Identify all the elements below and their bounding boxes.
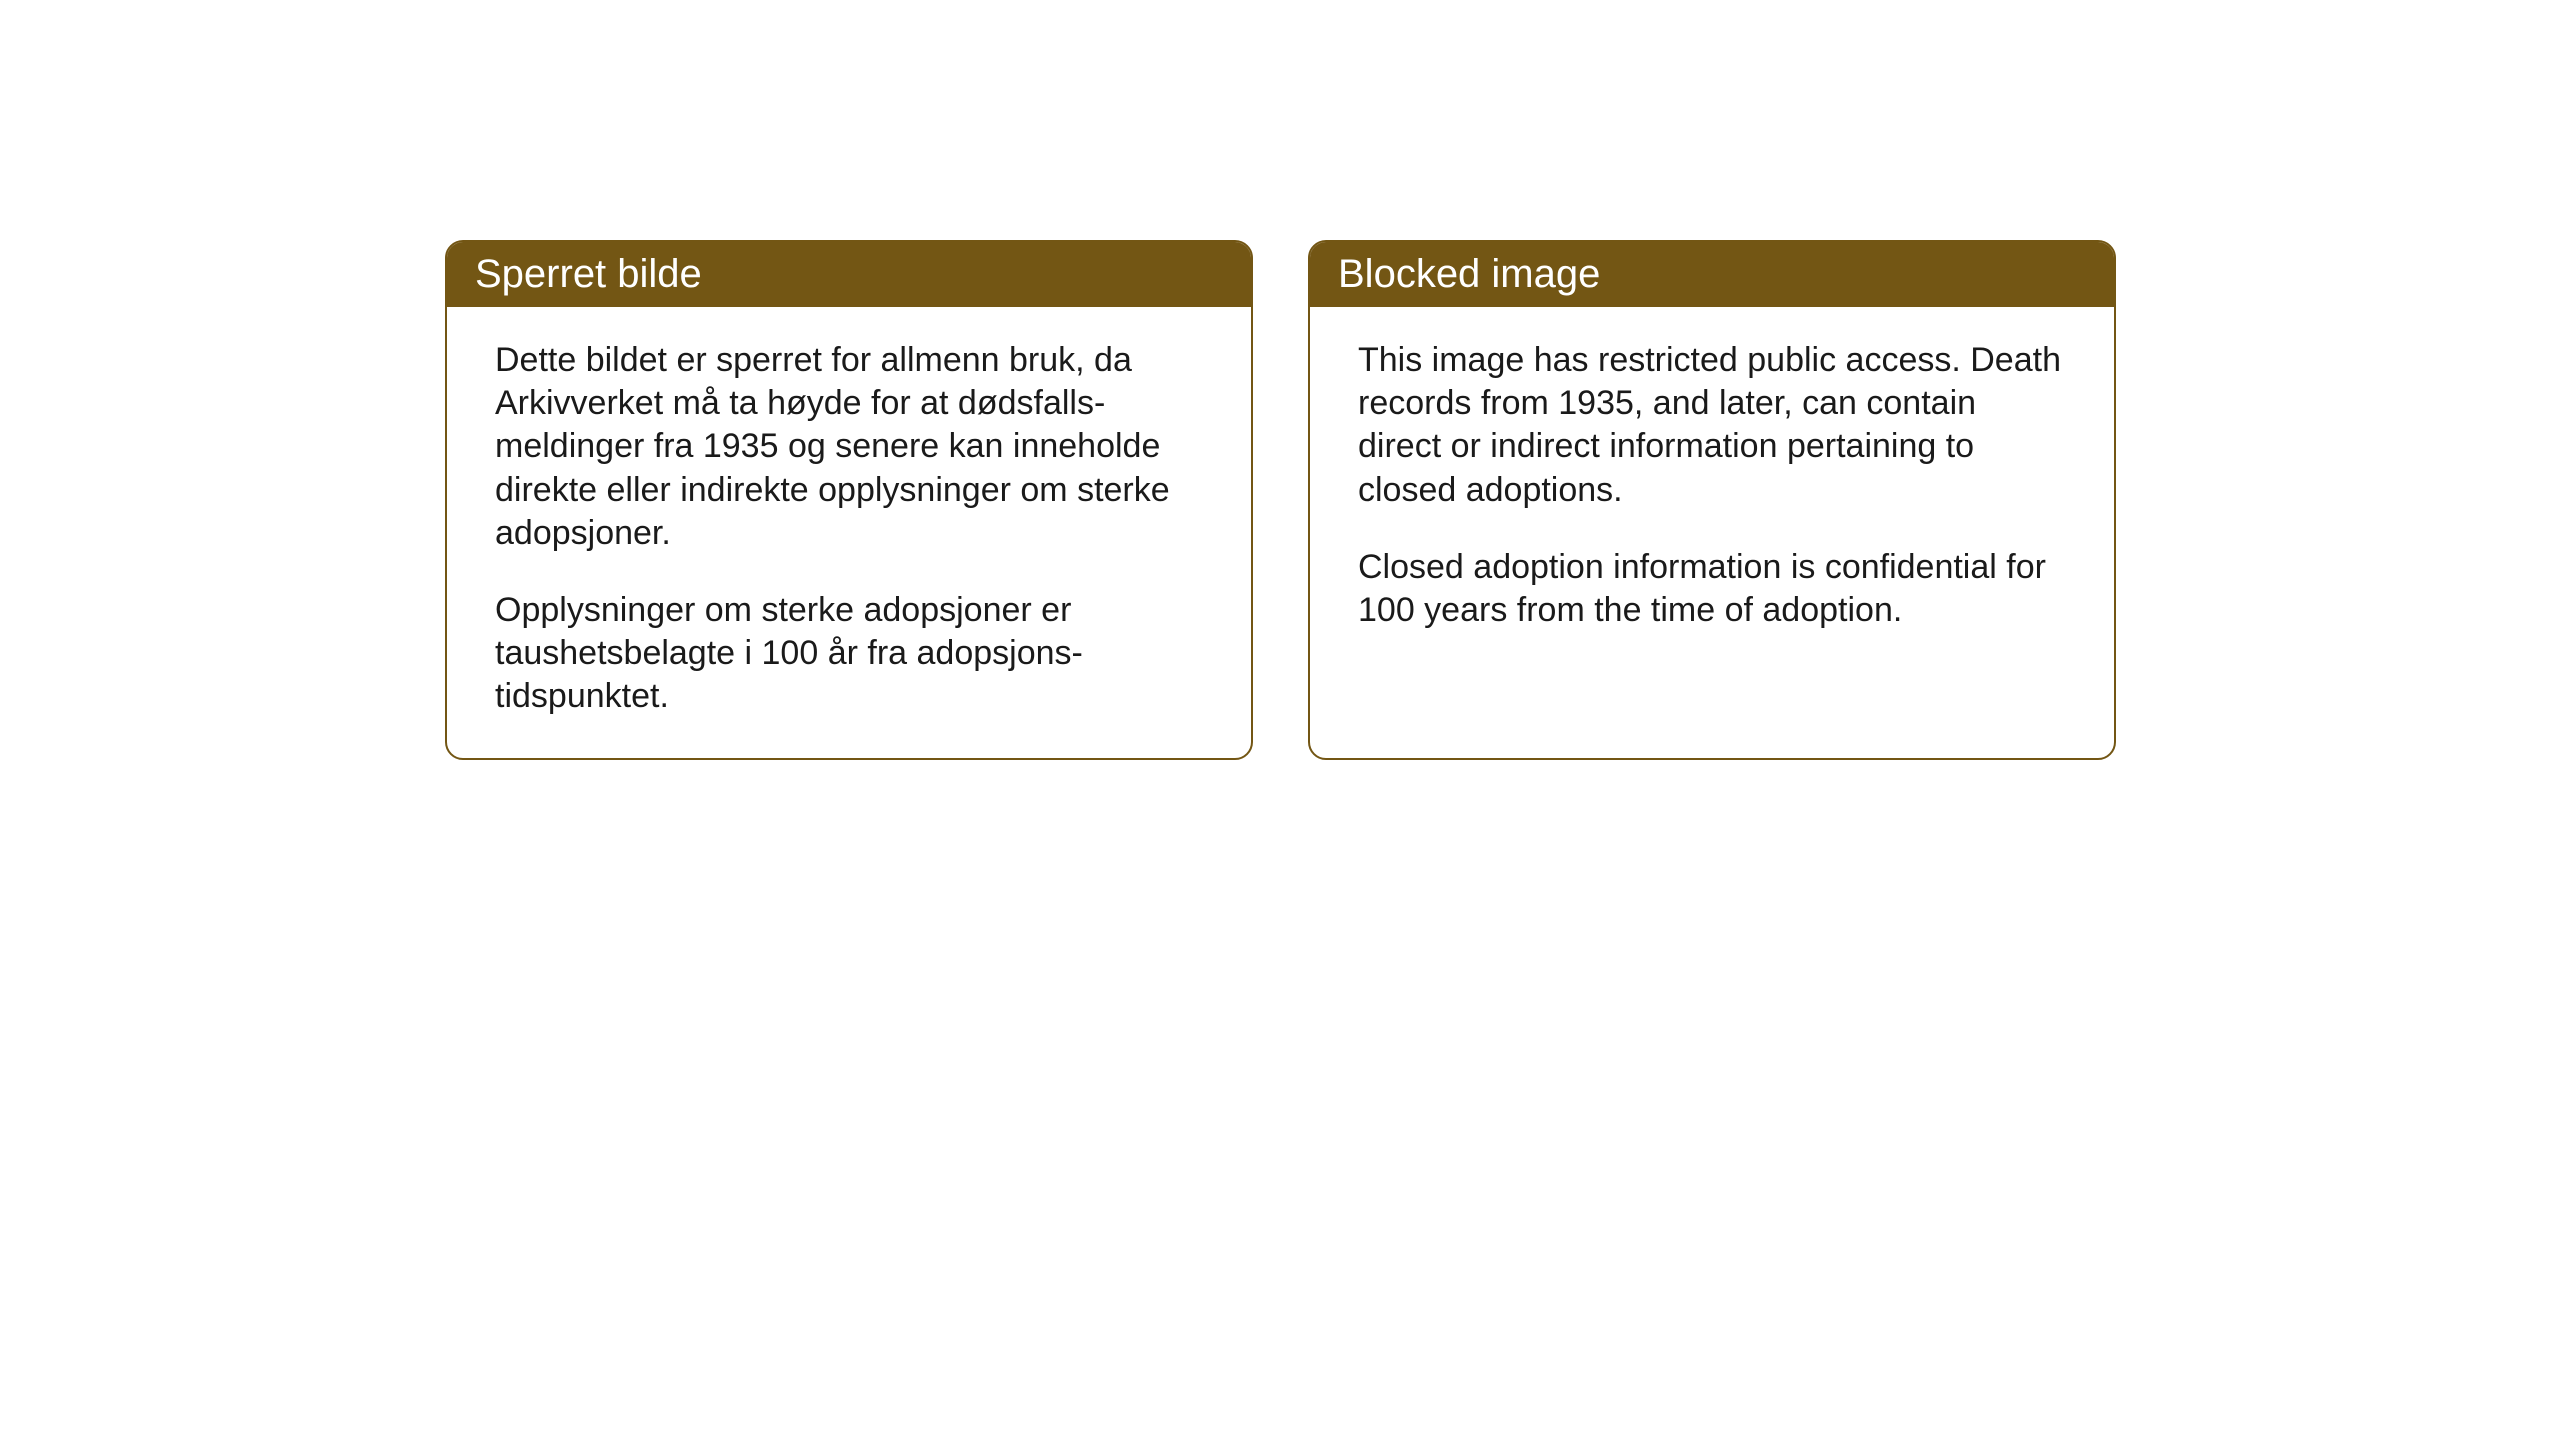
card-english-title: Blocked image — [1338, 252, 1600, 296]
card-norwegian: Sperret bilde Dette bildet er sperret fo… — [445, 240, 1253, 760]
card-norwegian-title: Sperret bilde — [475, 252, 702, 296]
card-english-header: Blocked image — [1310, 242, 2114, 307]
card-english: Blocked image This image has restricted … — [1308, 240, 2116, 760]
cards-container: Sperret bilde Dette bildet er sperret fo… — [445, 240, 2116, 760]
card-norwegian-paragraph-1: Dette bildet er sperret for allmenn bruk… — [495, 339, 1203, 555]
card-english-paragraph-1: This image has restricted public access.… — [1358, 339, 2066, 512]
card-norwegian-header: Sperret bilde — [447, 242, 1251, 307]
card-english-body: This image has restricted public access.… — [1310, 307, 2114, 672]
card-english-paragraph-2: Closed adoption information is confident… — [1358, 546, 2066, 632]
card-norwegian-body: Dette bildet er sperret for allmenn bruk… — [447, 307, 1251, 758]
card-norwegian-paragraph-2: Opplysninger om sterke adopsjoner er tau… — [495, 589, 1203, 719]
